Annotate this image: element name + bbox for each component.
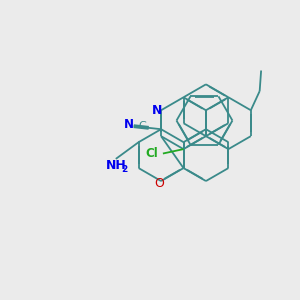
Text: Cl: Cl: [145, 147, 158, 160]
Text: 2: 2: [121, 165, 127, 174]
Text: N: N: [152, 104, 163, 117]
Text: C: C: [139, 121, 146, 131]
Text: N: N: [124, 118, 134, 131]
Text: NH: NH: [106, 159, 127, 172]
Text: O: O: [155, 178, 164, 190]
